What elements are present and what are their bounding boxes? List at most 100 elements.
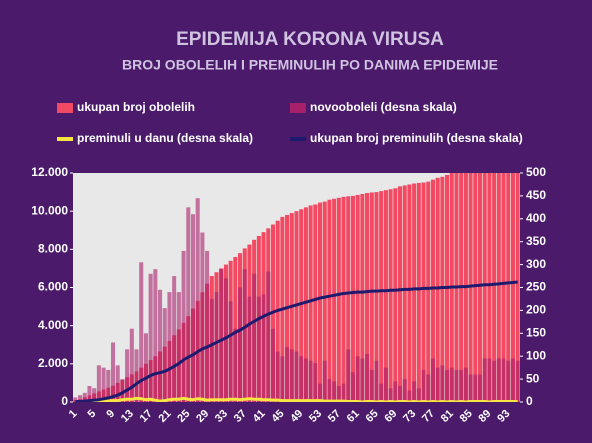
bar <box>383 367 388 402</box>
bar <box>261 294 266 402</box>
bar <box>115 365 120 402</box>
x-tick-label: 81 <box>439 408 456 425</box>
bar <box>256 296 261 402</box>
y-tick-label: 0 <box>61 394 68 408</box>
bar <box>449 367 454 402</box>
bar <box>73 397 78 402</box>
y-tick-label: 12.000 <box>31 165 68 179</box>
bar <box>270 328 275 402</box>
bar <box>510 173 515 402</box>
bar <box>454 369 459 402</box>
bar <box>369 192 374 402</box>
y2-tick-label: 50 <box>526 371 540 385</box>
legend-swatch <box>290 103 306 113</box>
x-tick-label: 29 <box>194 408 211 425</box>
x-tick-label: 85 <box>458 408 475 425</box>
bar <box>308 360 313 402</box>
bar <box>355 194 360 402</box>
bar <box>78 395 83 402</box>
bar <box>430 358 435 402</box>
bar <box>318 383 323 402</box>
bar <box>280 356 285 402</box>
bar <box>332 381 337 402</box>
bar <box>360 193 365 402</box>
legend-label: novooboleli (desna skala) <box>310 100 457 114</box>
line <box>75 396 518 402</box>
bar <box>459 369 464 402</box>
bar <box>416 388 421 402</box>
bar <box>388 388 393 402</box>
bar <box>379 191 384 402</box>
bar <box>96 365 101 402</box>
bar <box>181 250 186 402</box>
bar <box>313 204 318 402</box>
x-tick-label: 93 <box>495 408 512 425</box>
x-tick-label: 77 <box>420 408 437 425</box>
bar <box>477 173 483 402</box>
bar <box>374 192 379 402</box>
bar <box>148 273 153 402</box>
x-tick-label: 65 <box>364 408 381 425</box>
line <box>75 280 518 402</box>
legend-label: ukupan broj preminulih (desna skala) <box>310 131 523 145</box>
bar <box>388 189 393 402</box>
bar <box>383 190 388 402</box>
bar <box>341 196 346 402</box>
bar <box>209 298 214 402</box>
x-tick-label: 25 <box>175 408 192 425</box>
bar <box>120 379 125 402</box>
bar <box>482 358 487 402</box>
y2-tick-label: 350 <box>526 234 546 248</box>
bar <box>336 385 341 402</box>
y-tick-label: 10.000 <box>31 203 68 217</box>
plot <box>73 173 520 402</box>
bar <box>435 367 440 402</box>
bar <box>473 374 478 402</box>
y-tick-label: 6.000 <box>38 280 68 294</box>
bar <box>487 358 492 402</box>
bar <box>252 273 257 402</box>
bar <box>82 392 87 402</box>
bar <box>407 390 412 402</box>
bar <box>416 182 421 402</box>
bar <box>219 269 224 402</box>
x-tick-label: 89 <box>476 408 493 425</box>
bar <box>482 173 487 402</box>
bar <box>412 183 417 402</box>
bar <box>487 173 492 402</box>
bar <box>223 278 228 402</box>
bar <box>477 374 483 402</box>
bar <box>496 358 501 402</box>
x-tick-label: 21 <box>156 408 173 425</box>
bar <box>374 360 379 402</box>
bar <box>365 353 370 402</box>
bar <box>393 381 398 402</box>
bar <box>322 201 327 402</box>
bar <box>101 367 106 402</box>
y-tick-label: 8.000 <box>38 242 68 256</box>
bar <box>238 287 243 402</box>
bar <box>233 328 238 402</box>
y2-tick-label: 300 <box>526 257 546 271</box>
bar <box>299 356 304 402</box>
x-tick-label: 49 <box>288 408 305 425</box>
bar <box>501 358 506 402</box>
bar <box>327 379 332 402</box>
y2-tick-label: 150 <box>526 325 546 339</box>
chart-subtitle: BROJ OBOLELIH I PREMINULIH PO DANIMA EPI… <box>122 57 498 73</box>
bar <box>195 198 200 402</box>
bar <box>327 199 332 402</box>
bar <box>440 176 445 402</box>
bar <box>106 369 111 402</box>
bar <box>153 269 158 402</box>
bar <box>176 292 181 402</box>
bar <box>129 328 134 402</box>
bar <box>463 367 468 402</box>
bar <box>510 358 515 402</box>
legend-label: preminuli u danu (desna skala) <box>77 131 253 145</box>
bar <box>407 184 412 402</box>
bar <box>289 349 294 402</box>
bar <box>125 349 130 402</box>
bar <box>346 196 351 402</box>
